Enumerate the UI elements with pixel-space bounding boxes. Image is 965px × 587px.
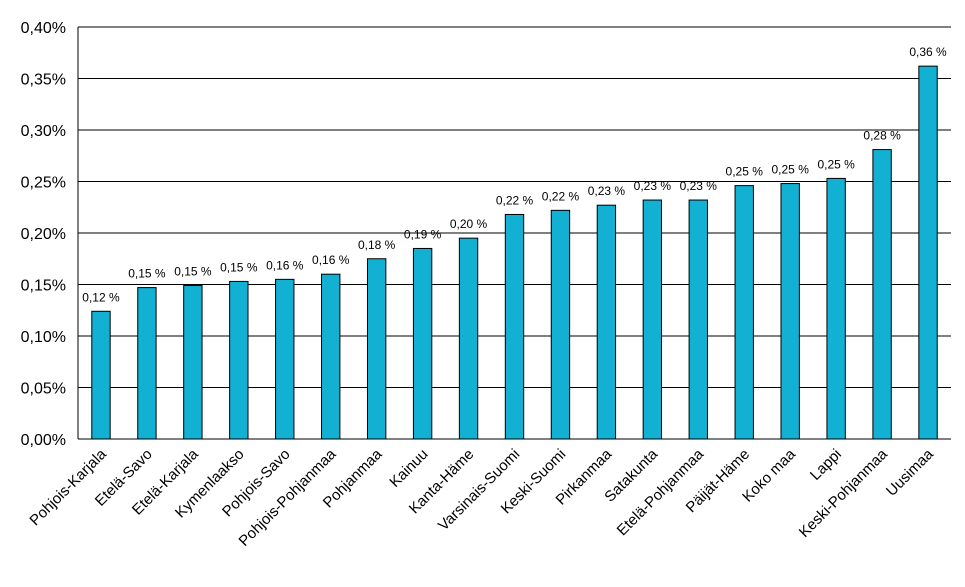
data-label: 0,23 % [680,179,718,193]
bar [734,185,754,440]
data-label: 0,20 % [450,217,488,231]
data-label: 0,25 % [726,165,764,179]
x-axis-category-labels: Pohjois-KarjalaEtelä-SavoEtelä-KarjalaKy… [26,445,937,549]
y-tick-label: 0,40% [21,20,66,37]
data-label: 0,12 % [82,290,120,304]
x-category-label: Keski-Pohjanmaa [796,445,892,541]
y-tick-label: 0,30% [21,123,66,140]
bar [366,258,387,440]
y-tick-label: 0,00% [21,432,66,449]
data-label: 0,15 % [220,260,258,274]
bar [183,285,203,440]
bar [642,199,663,440]
bar [504,213,525,440]
x-category-label: Lappi [807,446,845,484]
data-label: 0,19 % [404,227,442,241]
axes [77,27,951,440]
x-category-label: Uusimaa [883,445,937,499]
y-tick-label: 0,15% [21,278,66,295]
data-label: 0,28 % [863,129,901,143]
data-label: 0,15 % [128,267,166,281]
data-labels: 0,12 % 0,15 % 0,15 % 0,15 % 0,16 % 0,16 % 0,18… [82,45,947,304]
bar [91,310,111,440]
data-label: 0,15 % [174,265,212,279]
data-label: 0,18 % [358,238,396,252]
bar [550,209,571,440]
y-tick-label: 0,05% [21,381,66,398]
y-tick-label: 0,10% [21,329,66,346]
y-tick-label: 0,20% [21,226,66,243]
bars [91,65,938,440]
data-label: 0,36 % [909,45,947,59]
bar [137,287,157,440]
bar [688,199,708,440]
data-label: 0,22 % [542,189,580,203]
bar [229,280,249,440]
x-category-label: Pohjois-Karjala [26,445,110,529]
y-axis-tick-labels: 0,00% 0,05% 0,10% 0,15% 0,20% 0,25% 0,30% 0,35%… [21,20,66,449]
data-label: 0,16 % [266,258,304,272]
bar [321,273,341,440]
bar [872,149,892,440]
bar [780,183,800,440]
bar [275,278,295,440]
bar [412,247,433,440]
bar [918,65,938,440]
data-label: 0,25 % [772,163,810,177]
bar [458,237,479,440]
data-label: 0,23 % [588,184,626,198]
data-label: 0,16 % [312,253,350,267]
y-tick-label: 0,35% [21,72,66,89]
bar [596,204,617,440]
bar [826,177,846,440]
data-label: 0,25 % [817,157,855,171]
x-category-label: Kainuu [386,446,431,491]
data-label: 0,23 % [634,179,672,193]
y-tick-label: 0,25% [21,175,66,192]
data-label: 0,22 % [496,193,534,207]
x-category-label: Varsinais-Suomi [435,446,523,534]
